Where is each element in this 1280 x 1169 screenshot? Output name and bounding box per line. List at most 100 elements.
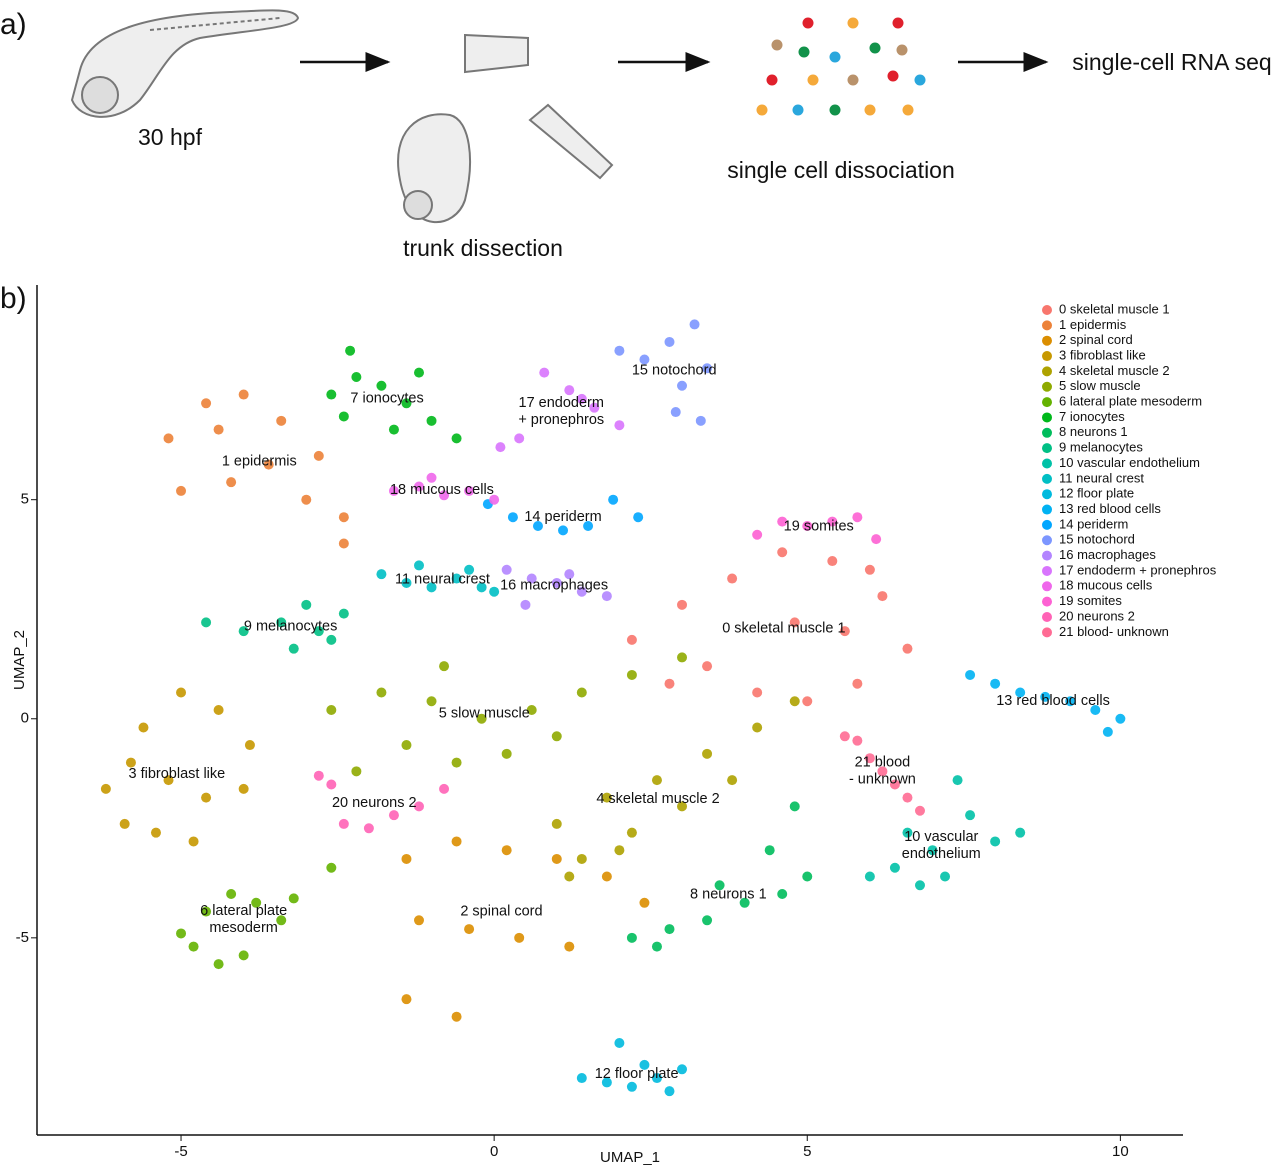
cluster-label: 6 lateral plate [200,903,287,919]
cell-point [176,485,187,496]
cell-point [852,512,863,523]
legend-label: 13 red blood cells [1059,501,1161,516]
x-tick-label: 10 [1112,1143,1129,1160]
cell-point [614,420,625,431]
cell-point [489,586,500,597]
cell-point [176,928,187,939]
cell-point [664,1086,675,1097]
cell-point [576,586,587,597]
cell-point [633,512,644,523]
cell-point [338,608,349,619]
cell-point [827,516,838,527]
cell-point [626,827,637,838]
cell-point [238,626,249,637]
cell-point [702,363,713,374]
step-label: trunk dissection [403,235,563,261]
cell-point [777,516,788,527]
cell-point [689,319,700,330]
cell-point [702,661,713,672]
step-label: single cell dissociation [727,157,955,183]
legend-label: 2 spinal cord [1059,332,1133,347]
cell-point [439,783,450,794]
cell-point [789,801,800,812]
cell-point [288,893,299,904]
legend-swatch [1042,381,1052,392]
cell-point [201,792,212,803]
legend-label: 1 epidermis [1059,317,1127,332]
cell-point [551,731,562,742]
legend-label: 6 lateral plate mesoderm [1059,394,1202,409]
cell-point [376,687,387,698]
cell-point [914,880,925,891]
cell-point [902,792,913,803]
cluster-label: 1 epidermis [222,454,297,470]
cell-point [276,915,287,926]
cell-point [176,687,187,698]
cell-point [601,591,612,602]
cell-point [752,722,763,733]
legend-label: 5 slow muscle [1059,378,1141,393]
cell-point [752,687,763,698]
legend-label: 12 floor plate [1059,486,1134,501]
cell-point [301,599,312,610]
legend-label: 0 skeletal muscle 1 [1059,301,1170,316]
cell-point [601,792,612,803]
cell-point [677,652,688,663]
cell-point [414,367,424,378]
cell-point [201,398,212,409]
cell-point [520,599,531,610]
cell-point [802,871,813,882]
legend-label: 19 somites [1059,593,1122,608]
legend-label: 7 ionocytes [1059,409,1125,424]
cluster-label: 16 macrophages [500,577,608,593]
cell-point [326,862,337,873]
cluster-label: mesoderm [209,920,278,936]
legend-swatch [1042,397,1052,408]
cell-point [651,941,662,952]
cell-point [664,336,675,347]
cell-point [626,1081,637,1092]
cell-point [426,472,437,483]
cell-point [326,634,337,645]
cell-point [626,669,637,680]
cell-point [864,871,875,882]
cell-point [639,354,650,365]
cell-point [351,766,362,777]
cell-point [451,433,462,444]
cell-point [414,801,424,812]
cluster-label: 7 ionocytes [350,391,423,407]
cell-point [589,402,600,413]
legend-swatch [1042,519,1052,530]
legend-label: 16 macrophages [1059,547,1156,562]
cell-point [639,1059,650,1070]
cell-point [702,748,713,759]
cell-point [551,853,562,864]
cell-point [601,871,612,882]
cell-point [100,783,111,794]
legend-label: 21 blood- unknown [1059,624,1169,639]
cell-point [226,477,237,488]
y-axis-title: UMAP_2 [11,630,28,690]
panel-label: a) [0,8,27,41]
cell-point [739,897,750,908]
cluster-label: 9 melanocytes [244,619,338,635]
legend-swatch [1042,412,1052,423]
cell-point [752,529,763,540]
cell-point [213,424,224,435]
cluster-label: 15 notochord [632,362,717,378]
cluster-label: + pronephros [518,412,604,428]
legend-swatch [1042,458,1052,469]
cell-point [401,853,412,864]
cell-point [188,941,199,952]
legend-label: 9 melanocytes [1059,440,1143,455]
cell-point [564,871,575,882]
cell-point [664,924,675,935]
cell-point [1102,726,1113,737]
cell-point [514,433,525,444]
cell-point [201,906,212,917]
cell-point [238,950,249,961]
trunk-sketch [397,33,614,223]
cell-point [507,512,518,523]
